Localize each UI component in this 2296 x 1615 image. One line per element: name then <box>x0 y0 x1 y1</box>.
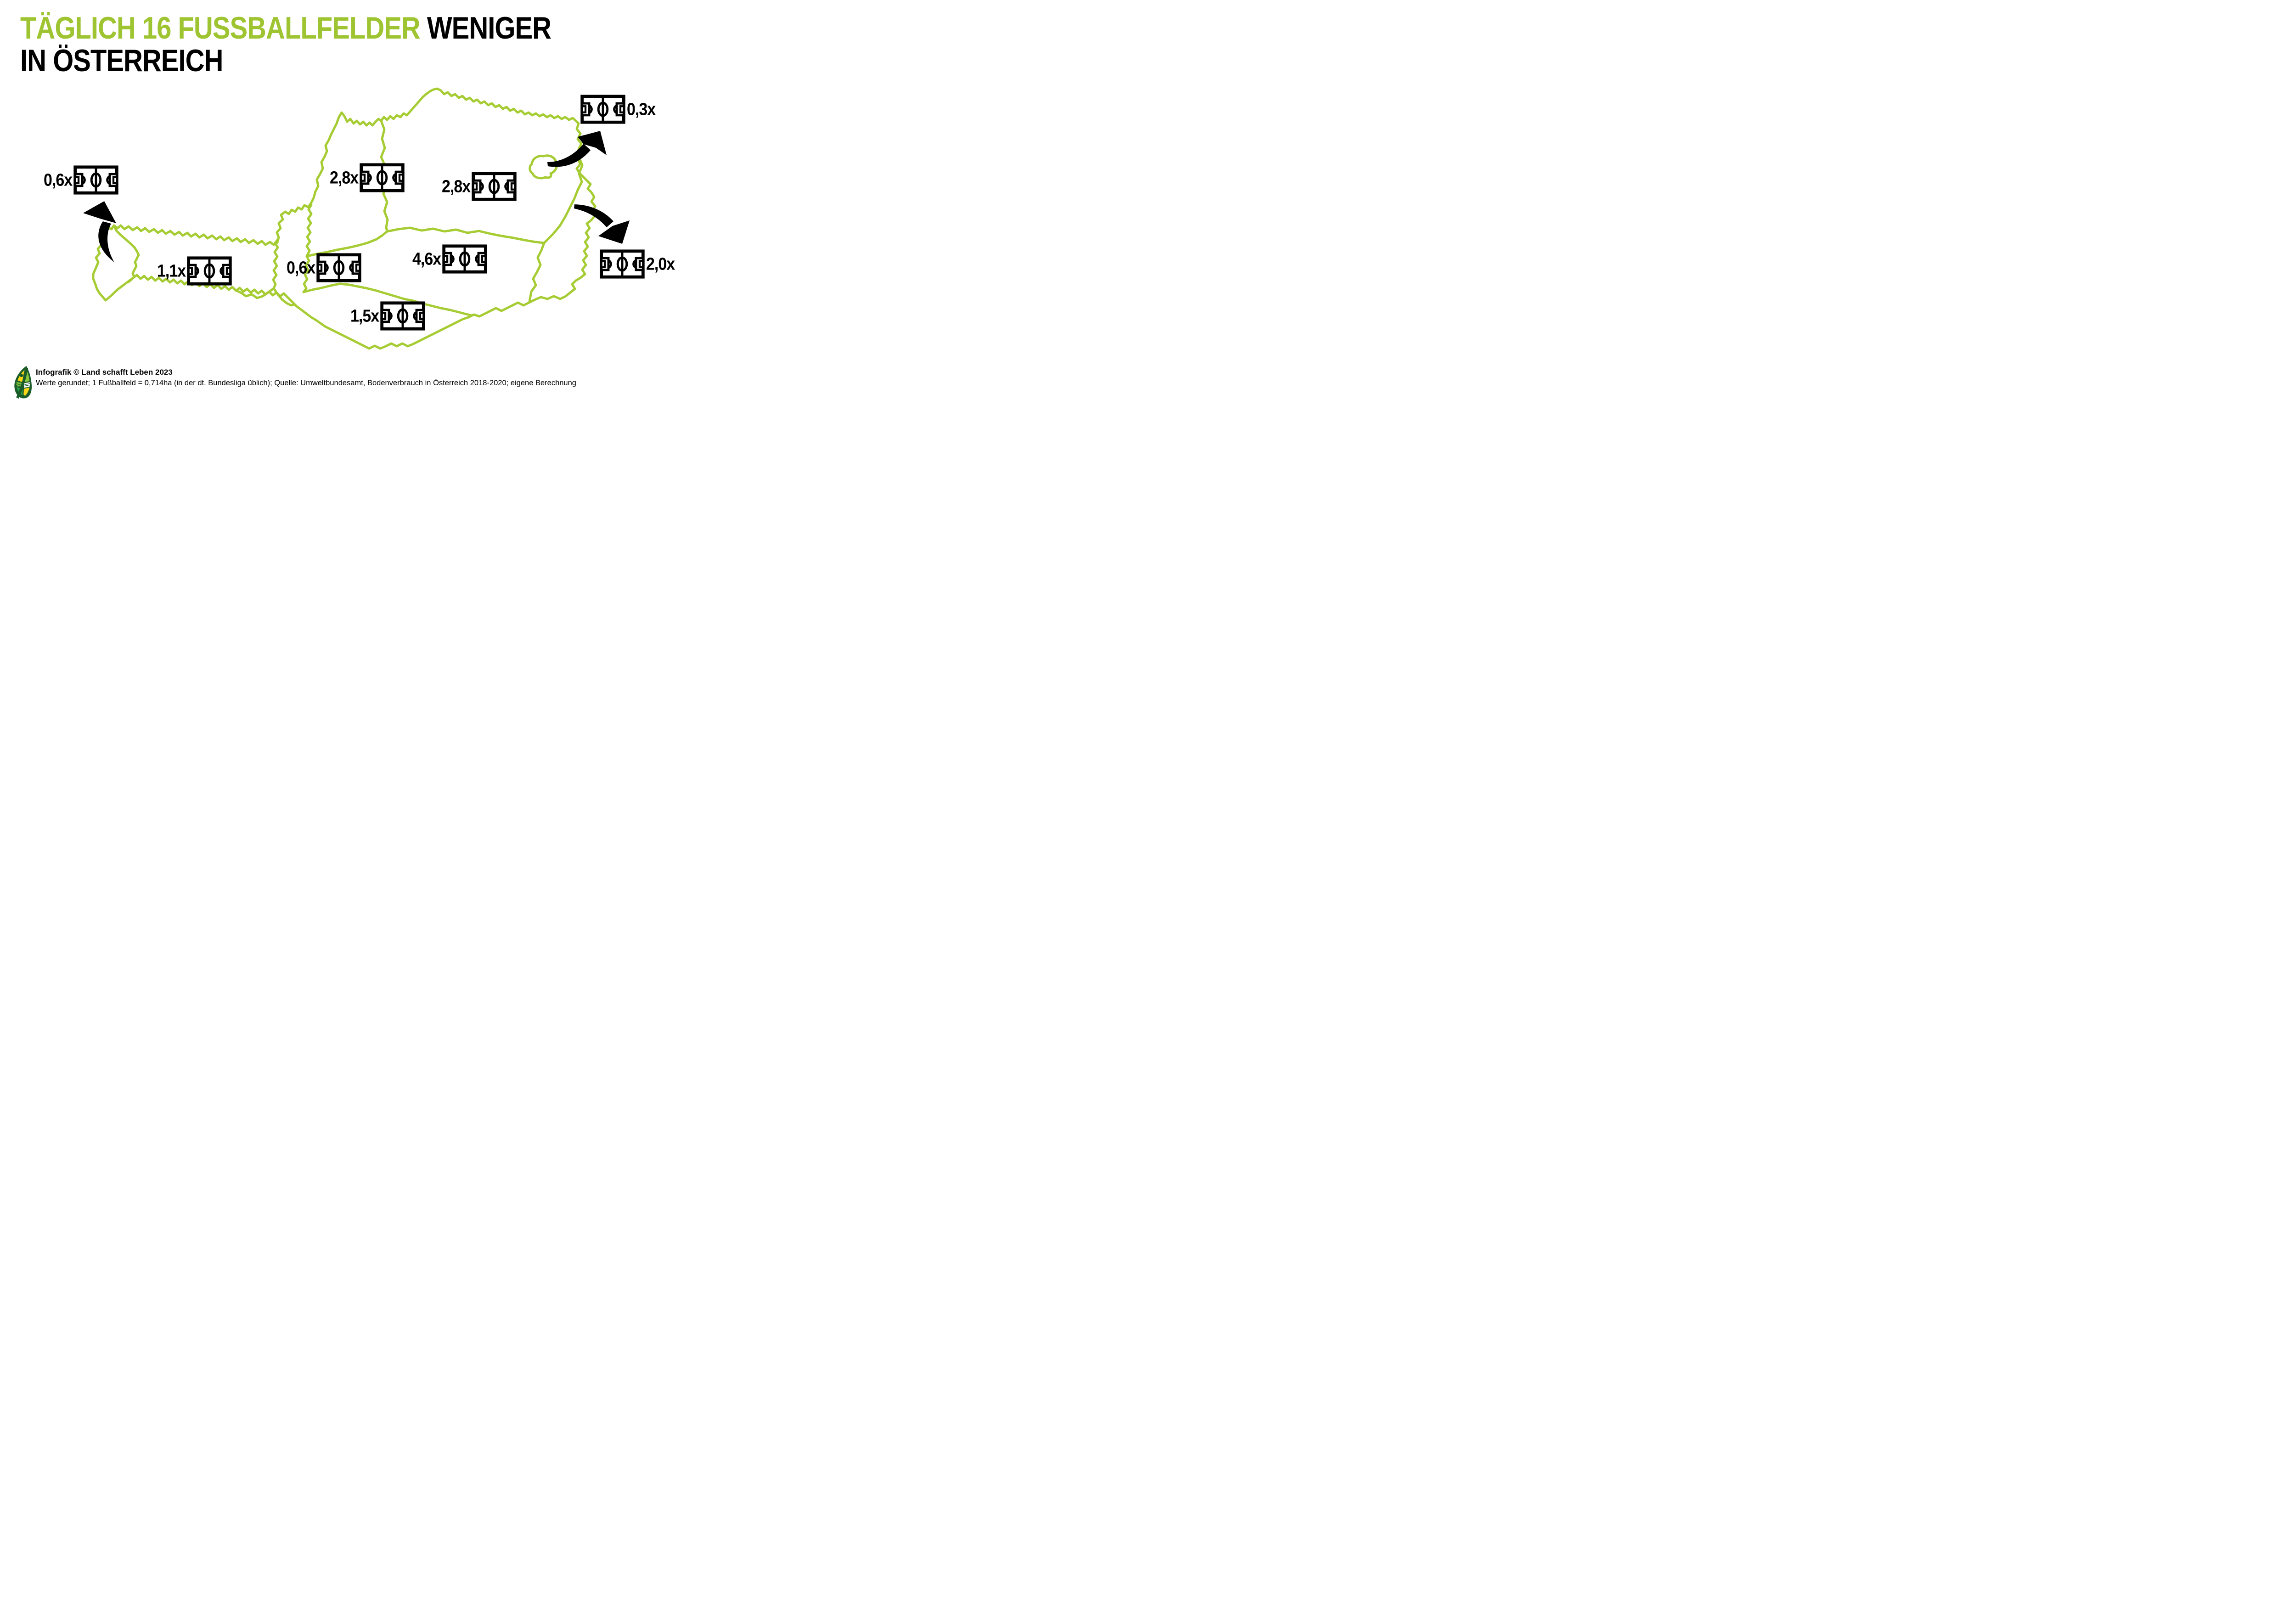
multiplier-label: 0,6x <box>287 258 315 277</box>
multiplier-label: 0,6x <box>44 170 73 190</box>
region-marker-burgenland: 2,0x <box>600 249 675 279</box>
austria-outline <box>92 87 597 350</box>
leaf-logo-icon <box>14 366 32 399</box>
multiplier-label: 0,3x <box>627 99 656 119</box>
state-border-salzburg-oberoesterreich <box>305 203 313 258</box>
state-border-salzburg-steiermark <box>302 255 310 293</box>
austria-map <box>83 87 630 350</box>
region-marker-kaernten: 1,5x <box>350 301 425 331</box>
title-line-2: IN ÖSTERREICH <box>20 43 223 78</box>
region-marker-salzburg: 0,6x <box>287 253 361 282</box>
arrow-wien-icon <box>547 131 607 167</box>
footer-source: Werte gerundet; 1 Fußballfeld = 0,714ha … <box>36 379 576 387</box>
state-border-salzburg-osttirol <box>234 287 275 299</box>
pitch-icon <box>187 256 232 286</box>
region-marker-vorarlberg: 0,6x <box>44 165 118 195</box>
state-border-tirol-salzburg <box>272 237 280 290</box>
state-border-wien <box>529 154 558 180</box>
title-rest: WENIGER <box>420 11 551 46</box>
multiplier-label: 2,8x <box>330 168 359 187</box>
page-title: TÄGLICH 16 FUSSBALLFELDER WENIGER IN ÖST… <box>20 12 551 77</box>
footer: Infografik © Land schafft Leben 2023 Wer… <box>36 367 576 388</box>
pitch-icon <box>472 172 517 201</box>
state-border-osttirol-kaernten <box>272 287 295 307</box>
arrow-burgenland-icon <box>574 204 630 244</box>
state-border-niederoesterreich-steiermark <box>386 226 546 244</box>
pitch-icon <box>380 301 425 331</box>
state-border-kaernten-steiermark <box>302 282 473 317</box>
pitch-icon <box>73 165 118 195</box>
region-marker-niederoesterreich: 2,8x <box>442 172 517 201</box>
region-marker-wien: 0,3x <box>580 95 656 124</box>
pitch-icon <box>600 249 645 279</box>
state-border-vorarlberg-tirol <box>113 225 140 283</box>
infographic: TÄGLICH 16 FUSSBALLFELDER WENIGER IN ÖST… <box>0 0 718 404</box>
footer-credit: Infografik © Land schafft Leben 2023 <box>36 368 173 377</box>
state-border-oberoesterreich-steiermark <box>305 230 388 258</box>
pitch-icon <box>580 95 625 124</box>
pitch-icon <box>442 244 487 274</box>
multiplier-label: 2,0x <box>646 254 675 274</box>
region-marker-oberoesterreich: 2,8x <box>330 163 405 192</box>
multiplier-label: 2,8x <box>442 176 471 196</box>
title-line-1: TÄGLICH 16 FUSSBALLFELDER WENIGER <box>20 12 551 45</box>
state-border-steiermark-burgenland <box>528 242 546 303</box>
state-border-niederoesterreich-burgenland <box>543 156 584 244</box>
region-marker-steiermark: 4,6x <box>412 244 487 274</box>
multiplier-label: 1,5x <box>350 306 379 326</box>
pitch-icon <box>360 163 405 192</box>
title-highlight: TÄGLICH 16 FUSSBALLFELDER <box>20 11 421 46</box>
arrow-vorarlberg-icon <box>83 201 116 262</box>
pitch-icon <box>316 253 361 282</box>
multiplier-label: 4,6x <box>412 249 441 269</box>
region-marker-tirol: 1,1x <box>157 256 232 286</box>
multiplier-label: 1,1x <box>157 261 186 281</box>
